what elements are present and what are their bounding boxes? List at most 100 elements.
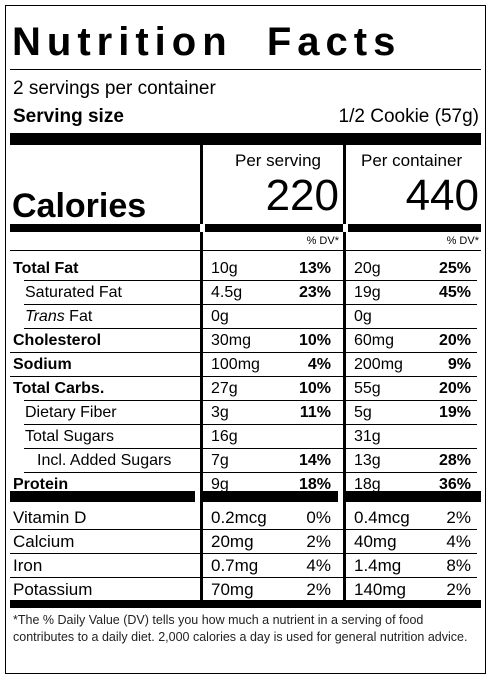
nutrient-row: Sodium 100mg 4% 200mg 9%: [6, 353, 477, 377]
container-dv: 2%: [446, 508, 471, 527]
per-container-header: Per container: [361, 151, 463, 170]
row-divider: [24, 304, 477, 305]
dv-header-container: % DV*: [446, 235, 479, 247]
serving-dv: 14%: [298, 452, 331, 469]
nutrient-label: Trans Fat: [25, 307, 92, 327]
nutrient-label: Iron: [13, 556, 43, 575]
container-dv: 25%: [438, 260, 471, 277]
container-dv: 36%: [438, 476, 471, 493]
thick-rule-footnote: [10, 600, 481, 608]
vitamin-row: Calcium 20mg 2% 40mg 4%: [6, 530, 477, 554]
container-dv: 8%: [446, 556, 471, 575]
serving-amount: 30mg: [211, 332, 252, 349]
dv-header-serving: % DV*: [306, 235, 339, 247]
nutrient-row: Incl. Added Sugars 7g 14% 13g 28%: [6, 449, 477, 473]
nutrient-label: Potassium: [13, 580, 93, 599]
container-dv: 9%: [447, 356, 471, 373]
title-rule: [10, 69, 481, 70]
nutrient-label: Total Carbs.: [13, 380, 105, 397]
container-dv: 20%: [438, 380, 471, 397]
nutrient-label: Saturated Fat: [25, 284, 122, 301]
serving-dv: 13%: [298, 260, 331, 277]
vitamin-row: Potassium 70mg 2% 140mg 2%: [6, 578, 477, 602]
serving-amount: 70mg: [211, 580, 254, 599]
nutrient-label-rest: Fat: [64, 308, 93, 325]
container-amount: 13g: [354, 452, 381, 469]
row-divider: [24, 472, 477, 473]
column-separator-left: [200, 145, 203, 606]
serving-dv: 11%: [299, 404, 331, 421]
container-dv: 19%: [438, 404, 471, 421]
serving-dv: 4%: [306, 556, 331, 575]
container-amount: 140mg: [354, 580, 406, 599]
column-separator-right: [343, 145, 346, 606]
container-amount: 20g: [354, 260, 381, 277]
container-dv: 28%: [438, 452, 471, 469]
serving-amount: 20mg: [211, 532, 254, 551]
nutrient-row: Total Fat 10g 13% 20g 25%: [6, 257, 477, 281]
row-divider: [24, 424, 477, 425]
serving-dv: 2%: [306, 580, 331, 599]
serving-amount: 27g: [211, 380, 238, 397]
nutrient-label: Cholesterol: [13, 332, 102, 349]
container-dv: 2%: [446, 580, 471, 599]
serving-amount: 16g: [211, 428, 238, 445]
serving-amount: 7g: [211, 452, 229, 469]
servings-per-container: 2 servings per container: [13, 78, 216, 99]
vitamin-row: Iron 0.7mg 4% 1.4mg 8%: [6, 554, 477, 578]
nutrient-label-italic: Trans: [25, 308, 65, 325]
vitamin-row: Vitamin D 0.2mcg 0% 0.4mcg 2%: [6, 506, 477, 530]
container-amount: 200mg: [354, 356, 403, 373]
calories-per-container: 440: [405, 171, 479, 220]
per-serving-header: Per serving: [235, 151, 321, 170]
container-dv: 45%: [438, 284, 471, 301]
footnote: *The % Daily Value (DV) tells you how mu…: [13, 613, 468, 644]
calories-gap-right: [343, 224, 348, 232]
row-divider: [10, 553, 477, 554]
container-amount: 5g: [354, 404, 372, 421]
serving-amount: 0.2mcg: [211, 508, 267, 527]
container-amount: 1.4mg: [354, 556, 402, 575]
nutrient-label: Total Sugars: [25, 428, 114, 445]
container-dv: 4%: [446, 532, 471, 551]
nutrient-row: Saturated Fat 4.5g 23% 19g 45%: [6, 281, 477, 305]
row-divider: [10, 376, 477, 377]
row-divider: [10, 352, 477, 353]
container-amount: 0.4mcg: [354, 508, 410, 527]
nutrient-row: Total Sugars 16g 31g: [6, 425, 477, 449]
row-divider: [10, 577, 477, 578]
container-amount: 0g: [354, 308, 372, 325]
nutrient-label: Protein: [13, 476, 69, 493]
nutrient-label: Dietary Fiber: [25, 404, 117, 421]
serving-dv: 2%: [306, 532, 331, 551]
nutrient-label: Sodium: [13, 356, 72, 373]
nutrient-row: Dietary Fiber 3g 11% 5g 19%: [6, 401, 477, 425]
container-amount: 55g: [354, 380, 381, 397]
row-divider: [24, 400, 477, 401]
label-title: Nutrition Facts: [12, 20, 402, 64]
row-divider: [24, 328, 477, 329]
serving-dv: 10%: [298, 380, 331, 397]
vitamins-gap-right: [338, 491, 343, 502]
serving-dv: 23%: [298, 284, 331, 301]
container-amount: 60mg: [354, 332, 395, 349]
thick-rule-top: [10, 133, 481, 145]
serving-dv: 18%: [298, 476, 331, 493]
container-dv: 20%: [438, 332, 471, 349]
container-amount: 40mg: [354, 532, 397, 551]
serving-dv: 0%: [306, 508, 331, 527]
nutrient-row: Trans Fat 0g 0g: [6, 305, 477, 329]
serving-amount: 0g: [211, 308, 229, 325]
serving-size-label: Serving size: [13, 106, 124, 127]
thick-rule-vitamins: [10, 491, 481, 502]
row-divider: [24, 280, 477, 281]
nutrient-label: Incl. Added Sugars: [37, 452, 172, 469]
serving-amount: 3g: [211, 404, 229, 421]
serving-amount: 9g: [211, 476, 229, 493]
calories-gap-left: [200, 224, 205, 232]
nutrient-row: Cholesterol 30mg 10% 60mg 20%: [6, 329, 477, 353]
container-amount: 19g: [354, 284, 381, 301]
calories-rule: [10, 224, 481, 232]
serving-amount: 0.7mg: [211, 556, 259, 575]
serving-amount: 100mg: [211, 356, 260, 373]
